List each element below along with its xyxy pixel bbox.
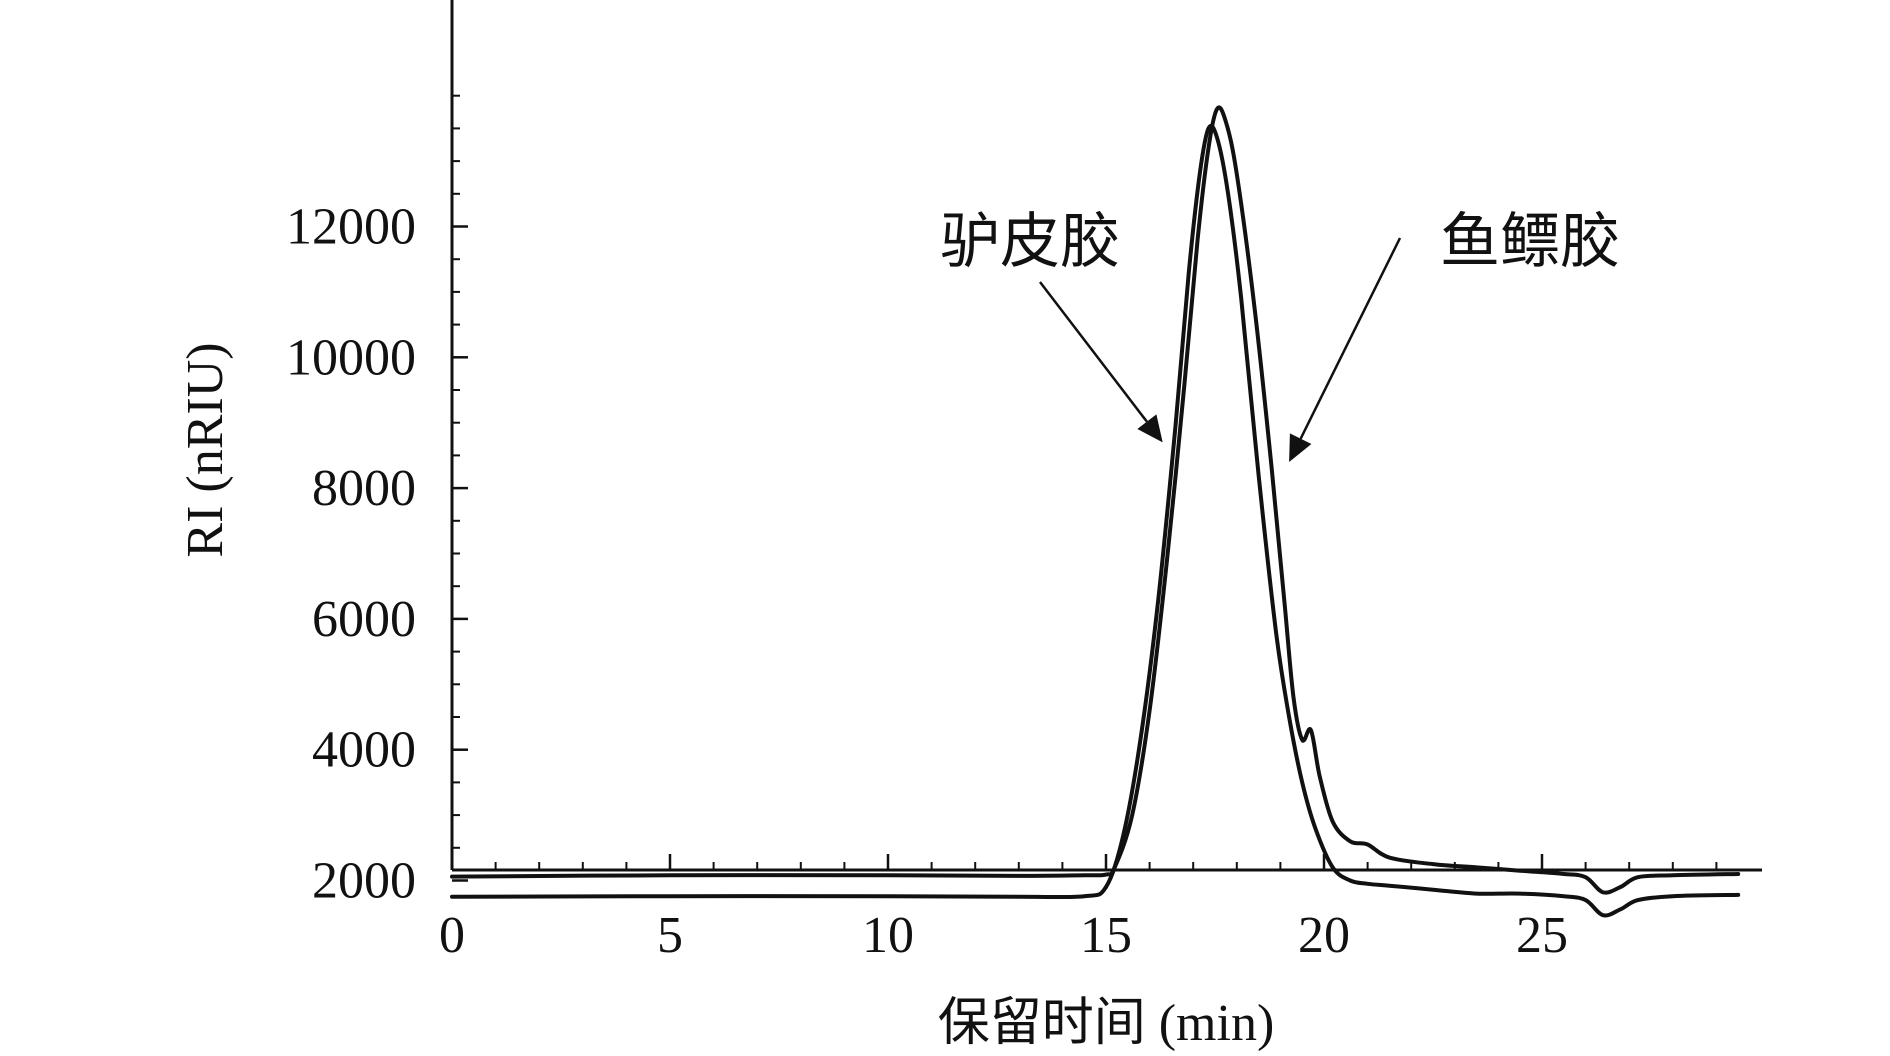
- series-lines: [450, 105, 1741, 918]
- y-tick-label: 2000: [312, 853, 416, 910]
- x-tick-label: 5: [657, 907, 683, 964]
- x-tick-label: 0: [439, 907, 465, 964]
- series-line-2: [450, 105, 1741, 895]
- x-tick-label: 15: [1080, 907, 1132, 964]
- x-tick-label: 20: [1298, 907, 1350, 964]
- y-tick-label: 8000: [312, 460, 416, 517]
- x-tick-label: 25: [1516, 907, 1568, 964]
- annotation-arrow-line: [1039, 281, 1148, 423]
- axis-ticks: 2000 4000 6000 8000 10000 12000 0 5 10 15 20 25: [286, 94, 1718, 964]
- y-axis-title: RI (nRIU): [177, 342, 234, 557]
- annotation-label-1: 驴皮胶: [940, 209, 1120, 275]
- x-tick-label: 10: [862, 907, 914, 964]
- y-tick-label: 4000: [312, 722, 416, 779]
- annotation-arrow-head: [1289, 433, 1312, 462]
- y-tick-label: 10000: [286, 329, 416, 386]
- x-axis-title: 保留时间 (min): [938, 995, 1275, 1051]
- y-tick-label: 12000: [286, 199, 416, 256]
- annotations: 驴皮胶 鱼鳔胶: [940, 209, 1620, 462]
- y-tick-label: 6000: [312, 591, 416, 648]
- annotation-label-2: 鱼鳔胶: [1440, 209, 1620, 275]
- annotation-arrow-line: [1299, 237, 1402, 440]
- annotation-arrow-head: [1137, 414, 1163, 443]
- axes: [450, 0, 1762, 872]
- series-line-1: [450, 123, 1741, 918]
